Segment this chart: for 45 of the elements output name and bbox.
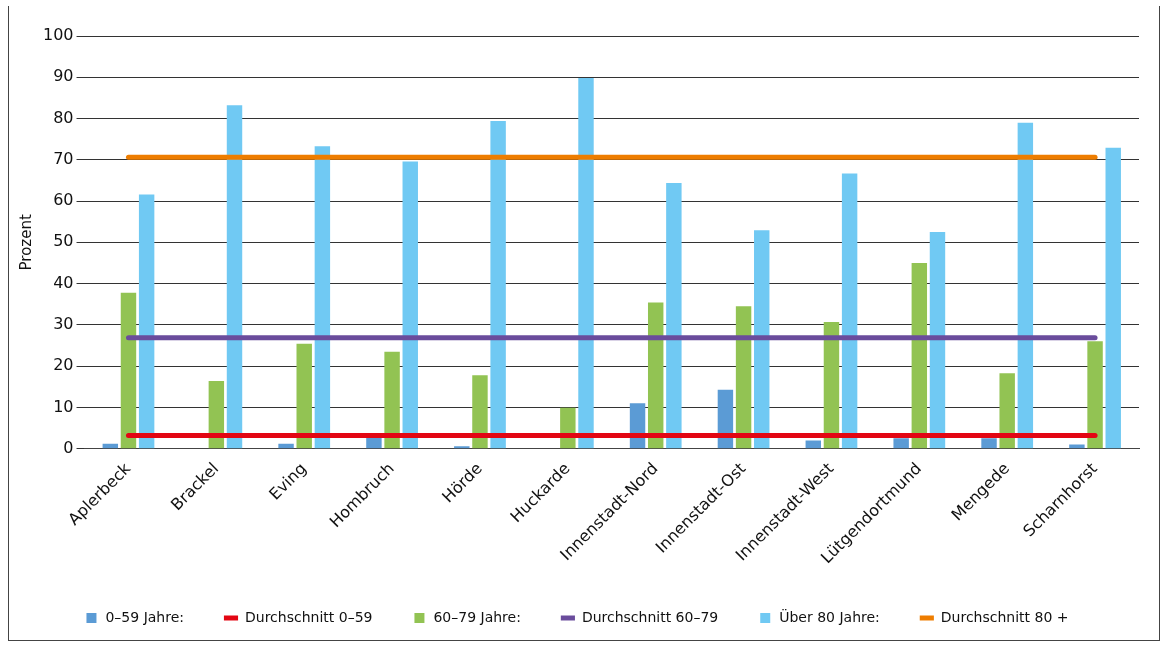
legend-label: Über 80 Jahre: [779, 607, 880, 625]
bar [490, 121, 506, 449]
bar [472, 375, 488, 449]
y-tick-label: 0 [63, 437, 74, 457]
bar [805, 440, 822, 449]
bar [1087, 341, 1103, 449]
bar [666, 182, 682, 449]
bar [314, 146, 331, 449]
bar [981, 438, 997, 449]
legend-label: Durchschnitt 80 + [940, 608, 1069, 625]
bar [208, 380, 225, 449]
bar [735, 306, 752, 449]
bar [296, 343, 312, 449]
bar [999, 373, 1015, 449]
legend-label: Durchschnitt 60–79 [581, 608, 719, 625]
bar [1017, 122, 1034, 449]
y-tick-label: 50 [53, 231, 74, 251]
bar [841, 173, 858, 449]
bar [929, 232, 946, 449]
bar [1105, 147, 1121, 449]
legend-label: 0–59 Jahre: [105, 608, 184, 625]
bar [138, 194, 155, 449]
y-tick-label: 20 [53, 355, 74, 375]
bar [402, 161, 418, 449]
y-tick-label: 70 [53, 148, 74, 168]
y-tick-label: 30 [53, 314, 74, 334]
y-tick-label: 90 [53, 66, 74, 86]
y-tick-label: 80 [53, 107, 74, 127]
bar [278, 443, 294, 449]
bar [366, 437, 382, 449]
bar [911, 262, 928, 449]
bar [647, 302, 664, 449]
bar [578, 78, 594, 449]
bar [893, 438, 909, 449]
bar [384, 351, 400, 449]
bar [754, 230, 770, 449]
bar [226, 105, 243, 449]
y-tick-label: 40 [53, 272, 74, 292]
bar [120, 292, 137, 449]
y-tick-label: 10 [53, 396, 74, 416]
y-tick-label: 60 [53, 190, 74, 210]
legend-label: 60–79 Jahre: [433, 608, 521, 625]
legend-label: Durchschnitt 0–59 [244, 608, 373, 625]
y-tick-label: 100 [42, 25, 74, 45]
y-axis-title: Prozent [16, 214, 35, 271]
